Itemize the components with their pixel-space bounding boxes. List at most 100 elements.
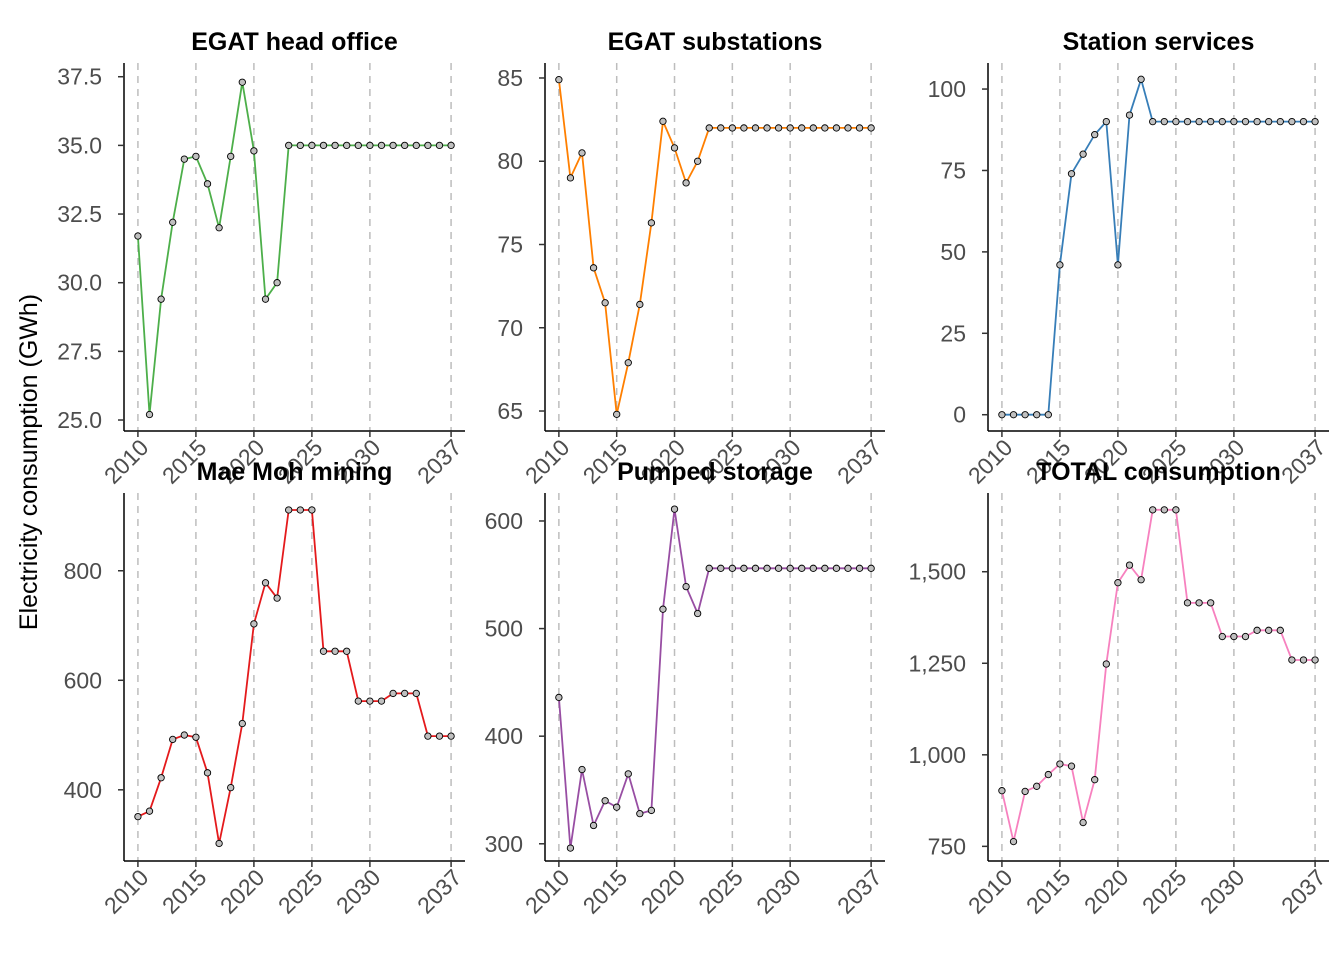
data-point bbox=[1241, 632, 1250, 641]
data-point bbox=[1079, 818, 1087, 827]
data-point bbox=[1311, 656, 1319, 664]
data-point bbox=[447, 141, 455, 150]
data-point bbox=[832, 564, 841, 572]
data-point bbox=[238, 78, 246, 86]
x-tick-label: 2030 bbox=[1195, 864, 1250, 919]
x-tick-label: 2037 bbox=[832, 434, 887, 489]
data-point bbox=[1114, 579, 1122, 587]
data-point bbox=[601, 299, 609, 307]
x-tick-label: 2037 bbox=[412, 434, 467, 489]
x-tick-label: 2015 bbox=[1021, 864, 1076, 919]
x-tick-label: 2025 bbox=[273, 864, 328, 919]
data-point bbox=[1149, 506, 1157, 514]
data-point bbox=[273, 279, 281, 287]
data-point bbox=[1218, 117, 1226, 126]
data-point bbox=[647, 219, 656, 227]
data-point bbox=[855, 564, 864, 572]
data-point bbox=[867, 564, 875, 572]
data-point bbox=[366, 141, 374, 150]
data-point bbox=[705, 124, 713, 132]
data-point bbox=[1265, 117, 1273, 126]
y-tick-label: 30.0 bbox=[57, 270, 102, 296]
y-tick-label: 80 bbox=[497, 148, 523, 174]
data-point bbox=[192, 152, 200, 161]
data-point bbox=[740, 564, 748, 572]
x-tick-label: 2037 bbox=[1276, 434, 1331, 489]
data-point bbox=[717, 564, 725, 572]
data-point bbox=[1299, 656, 1308, 664]
data-point bbox=[1067, 762, 1076, 770]
data-point bbox=[412, 141, 420, 150]
y-tick-label: 25.0 bbox=[57, 407, 102, 433]
y-tick-label: 35.0 bbox=[57, 132, 102, 158]
data-point bbox=[1195, 117, 1203, 126]
panel-title: TOTAL consumption bbox=[1036, 458, 1280, 486]
data-point bbox=[728, 124, 736, 132]
data-point bbox=[377, 697, 386, 705]
y-tick-label: 600 bbox=[64, 667, 102, 693]
data-point bbox=[319, 647, 328, 655]
data-point bbox=[636, 810, 644, 818]
data-point bbox=[285, 506, 293, 514]
data-point bbox=[1114, 261, 1122, 269]
data-point bbox=[261, 295, 270, 303]
data-point bbox=[809, 124, 817, 132]
y-tick-label: 1,250 bbox=[908, 650, 966, 676]
data-point bbox=[1160, 506, 1168, 514]
data-point bbox=[821, 124, 829, 132]
series-line bbox=[137, 82, 452, 415]
data-point bbox=[424, 141, 432, 150]
data-point bbox=[215, 839, 223, 848]
data-point bbox=[401, 141, 409, 150]
series-line bbox=[558, 79, 872, 415]
data-point bbox=[261, 579, 270, 587]
data-point bbox=[682, 179, 690, 187]
data-point bbox=[1044, 770, 1052, 779]
data-point bbox=[1195, 599, 1203, 607]
panel-title: Station services bbox=[1063, 28, 1255, 56]
data-point bbox=[601, 797, 609, 805]
data-point bbox=[867, 124, 875, 132]
data-point bbox=[786, 124, 794, 132]
data-point bbox=[1044, 411, 1052, 419]
data-point bbox=[774, 124, 783, 132]
data-point bbox=[844, 124, 852, 132]
y-tick-label: 32.5 bbox=[57, 201, 102, 227]
data-point bbox=[1137, 576, 1145, 584]
data-point bbox=[296, 506, 304, 514]
x-tick-label: 2030 bbox=[331, 864, 386, 919]
data-point bbox=[1125, 111, 1134, 119]
data-point bbox=[798, 124, 806, 132]
data-point bbox=[424, 732, 432, 740]
data-point bbox=[1288, 656, 1296, 664]
data-point bbox=[343, 141, 351, 150]
data-point bbox=[1253, 626, 1261, 634]
x-tick-label: 2025 bbox=[693, 864, 748, 919]
data-point bbox=[1230, 117, 1238, 126]
data-point bbox=[566, 174, 575, 182]
y-tick-label: 800 bbox=[64, 558, 102, 584]
data-point bbox=[1091, 130, 1099, 139]
y-tick-label: 65 bbox=[497, 398, 523, 424]
data-point bbox=[728, 564, 736, 572]
data-point bbox=[1265, 626, 1273, 634]
data-point bbox=[401, 689, 409, 698]
data-point bbox=[1056, 760, 1064, 768]
data-point bbox=[134, 812, 142, 821]
data-point bbox=[821, 564, 829, 572]
data-point bbox=[285, 141, 293, 150]
x-tick-label: 2010 bbox=[520, 434, 575, 489]
data-point bbox=[809, 564, 817, 572]
data-point bbox=[250, 620, 258, 628]
data-point bbox=[1149, 117, 1157, 126]
data-point bbox=[694, 157, 702, 165]
data-point bbox=[1160, 117, 1168, 126]
data-point bbox=[1172, 117, 1180, 126]
data-point bbox=[354, 141, 362, 150]
data-point bbox=[589, 264, 598, 272]
x-tick-label: 2010 bbox=[99, 434, 154, 489]
